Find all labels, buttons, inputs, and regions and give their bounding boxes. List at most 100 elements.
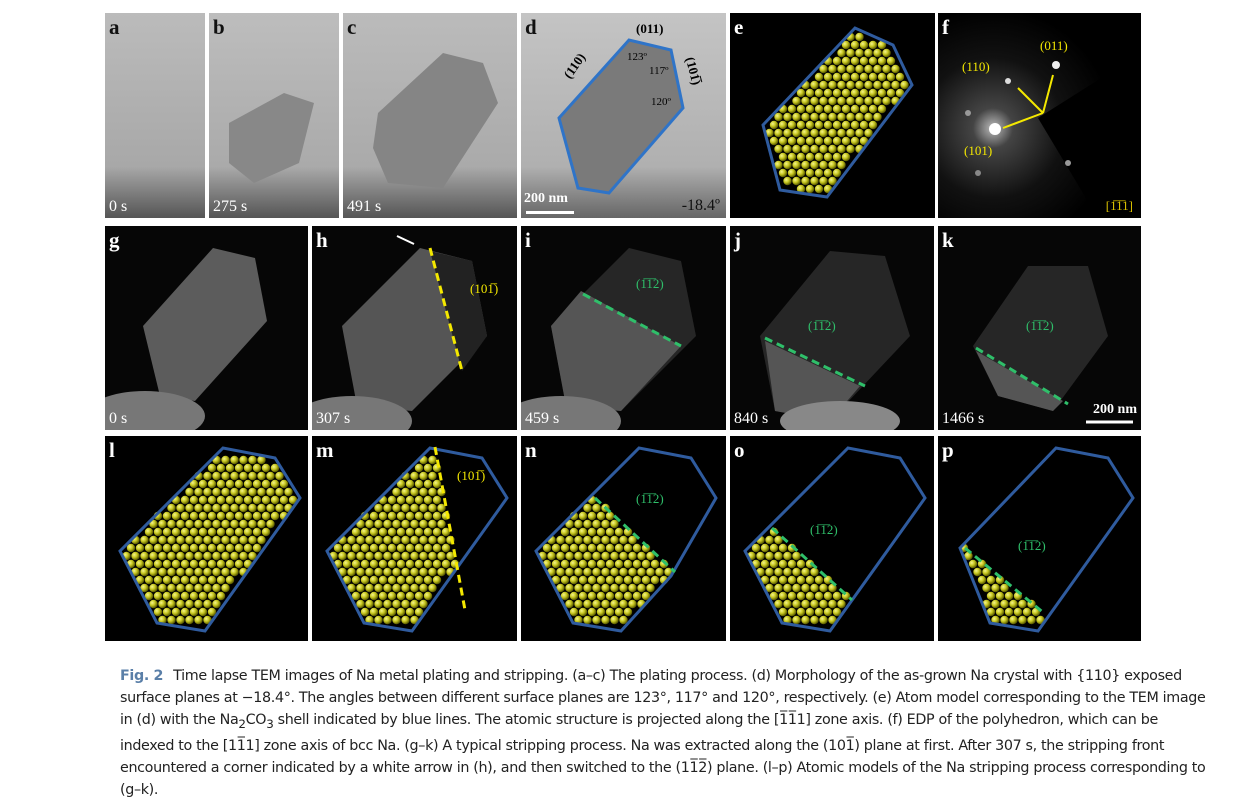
atom: [198, 543, 208, 553]
atom: [841, 104, 851, 114]
atom: [369, 591, 379, 601]
atom: [783, 112, 792, 122]
atom-model: [325, 446, 509, 633]
atom: [239, 519, 248, 529]
atom: [185, 487, 194, 497]
atom: [596, 591, 606, 601]
atom: [828, 144, 837, 154]
atom: [855, 32, 864, 42]
atom: [805, 120, 815, 130]
atom: [351, 591, 361, 601]
atom: [216, 591, 226, 601]
atom: [973, 567, 982, 577]
atom: [342, 559, 352, 569]
atom: [569, 607, 579, 617]
atom: [578, 543, 588, 553]
atom: [614, 543, 624, 553]
atom: [778, 152, 788, 162]
atom: [587, 575, 597, 585]
atom: [153, 607, 163, 617]
atom: [176, 551, 185, 561]
atom: [216, 511, 226, 521]
atom: [569, 575, 579, 585]
atom: [873, 96, 882, 106]
atom: [650, 559, 660, 569]
atom: [189, 495, 199, 505]
atom: [194, 583, 203, 593]
atom: [1018, 599, 1027, 609]
atom: [774, 128, 783, 138]
atom: [837, 160, 846, 170]
atom: [1027, 615, 1036, 625]
atom: [828, 80, 837, 90]
atom: [189, 543, 199, 553]
atom-model: [743, 446, 927, 633]
atom: [805, 88, 815, 98]
atom: [275, 487, 284, 497]
atom: [212, 551, 221, 561]
atom: [162, 575, 172, 585]
atom: [356, 535, 365, 545]
atom: [578, 607, 588, 617]
atom: [819, 80, 828, 90]
atom: [805, 184, 815, 194]
atom: [239, 535, 248, 545]
atom: [547, 551, 556, 561]
atom: [437, 551, 446, 561]
atom: [248, 503, 257, 513]
atom: [216, 463, 226, 473]
atom: [610, 567, 619, 577]
atom: [995, 607, 1005, 617]
atom: [351, 559, 361, 569]
atom: [637, 583, 646, 593]
atom: [360, 527, 370, 537]
atom: [347, 583, 356, 593]
atom: [405, 495, 415, 505]
atom: [392, 583, 401, 593]
shell-outline: [743, 446, 927, 633]
plane-label: (1̅1̅2): [636, 491, 664, 506]
atom: [441, 527, 451, 537]
atom: [846, 128, 855, 138]
spot-label: (101): [964, 143, 993, 158]
atom: [832, 152, 842, 162]
atom: [760, 543, 770, 553]
atom: [171, 511, 181, 521]
atom: [774, 160, 783, 170]
atom: [396, 607, 406, 617]
atom: [1000, 599, 1009, 609]
crystal-image: [973, 266, 1133, 424]
atom: [619, 599, 628, 609]
atom: [410, 567, 419, 577]
atom: [194, 615, 203, 625]
atom: [814, 607, 824, 617]
atom: [423, 559, 433, 569]
atom: [257, 503, 266, 513]
atom: [252, 527, 262, 537]
atom: [365, 519, 374, 529]
atom: [796, 168, 806, 178]
atom: [396, 543, 406, 553]
atom: [239, 503, 248, 513]
atom: [560, 543, 570, 553]
atom: [783, 567, 792, 577]
atom: [428, 471, 437, 481]
atom: [805, 136, 815, 146]
atom: [850, 40, 860, 50]
atom: [828, 128, 837, 138]
atom: [266, 519, 275, 529]
atom: [873, 80, 882, 90]
atom: [401, 583, 410, 593]
atom: [414, 495, 424, 505]
atom: [801, 128, 810, 138]
atom: [810, 112, 819, 122]
atom: [774, 535, 783, 545]
atom: [347, 551, 356, 561]
atom: [243, 511, 253, 521]
atom: [792, 615, 801, 625]
atom: [234, 463, 244, 473]
atom: [153, 591, 163, 601]
atom: [605, 591, 615, 601]
angle-label: 120º: [651, 96, 671, 108]
atom: [574, 551, 583, 561]
